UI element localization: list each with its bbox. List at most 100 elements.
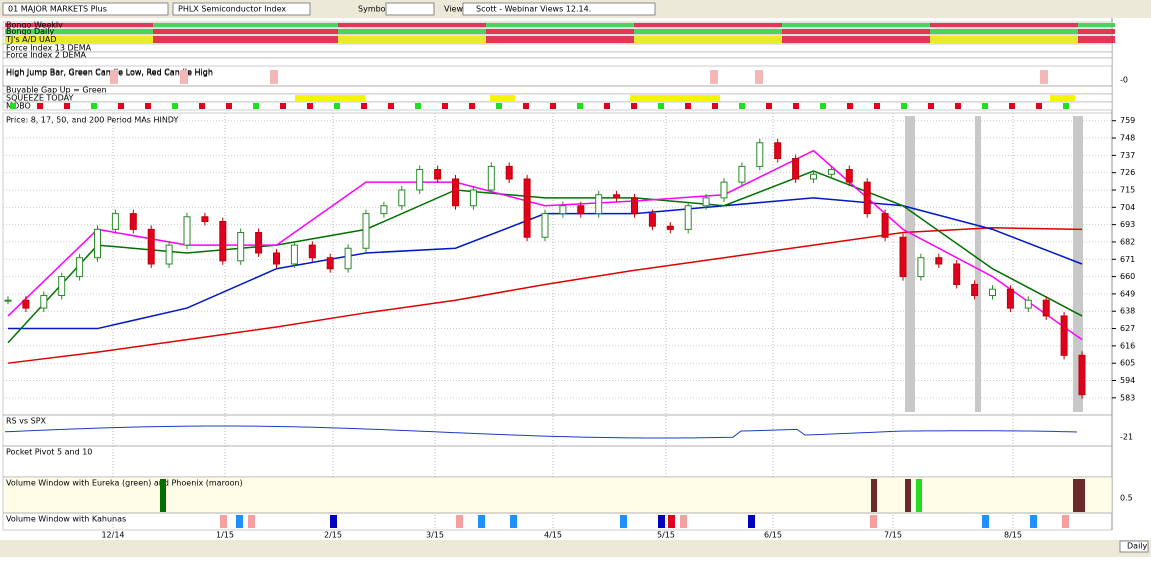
kahuna-bar (668, 515, 675, 528)
candle (845, 169, 853, 183)
strip-segment (893, 23, 930, 27)
strip-segment (708, 29, 745, 34)
mobo-marker (1036, 103, 1042, 109)
strip-segment (1041, 36, 1078, 43)
candle (147, 228, 155, 265)
strip-segment (116, 36, 153, 43)
strip-segment (79, 23, 116, 27)
y-tick-label: 704 (1120, 203, 1135, 212)
strip-segment (856, 29, 893, 34)
strip-segment (967, 23, 1004, 27)
mobo-marker (928, 103, 934, 109)
mobo-marker (955, 103, 961, 109)
mobo-marker (1063, 103, 1069, 109)
strip-segment (5, 36, 42, 43)
strip-label: Bongo Daily (6, 27, 54, 36)
periodicity-box[interactable] (1119, 540, 1149, 553)
candle (863, 181, 871, 215)
strip-segment (634, 29, 671, 34)
candle (344, 247, 352, 270)
high-jump-bar (110, 70, 118, 84)
strip-label: MOBO (6, 102, 31, 111)
kahuna-bar (510, 515, 517, 528)
candle (702, 197, 710, 207)
strip-segment (671, 36, 708, 43)
view[interactable]: Scott - Webinar Views 12.14. (476, 5, 591, 14)
watchlist[interactable]: 01 MAJOR MARKETS Plus (8, 5, 107, 14)
high-jump-bar (710, 70, 718, 84)
strip-segment (1004, 29, 1041, 34)
strip-label: TJ's A/D UAD (5, 35, 57, 44)
strip-segment (79, 29, 116, 34)
strip-label: Force Index 2 DEMA (6, 51, 87, 60)
strip-segment (523, 36, 560, 43)
y-tick-label: 616 (1120, 341, 1135, 350)
candle (290, 244, 298, 265)
strip-segment (560, 23, 597, 27)
strip-segment (560, 29, 597, 34)
strip-segment (634, 23, 671, 27)
kahuna-bar (220, 515, 227, 528)
strip-segment (486, 36, 523, 43)
strip-segment (856, 23, 893, 27)
mobo-marker (118, 103, 124, 109)
strip-segment (190, 36, 227, 43)
strip-segment (153, 36, 190, 43)
strip-panel (2, 51, 1113, 59)
strip-panel (2, 93, 1113, 103)
kahunas-panel (2, 512, 1113, 531)
candle (380, 205, 388, 215)
strip-segment (782, 36, 819, 43)
y-tick-label: 671 (1120, 255, 1135, 264)
candle (684, 205, 692, 230)
view-box[interactable] (462, 2, 656, 16)
symbol-label: Symbol: (358, 5, 391, 14)
mobo-marker (172, 103, 178, 109)
strip-label: High Jump Bar, Green Candle Low, Red Can… (6, 68, 213, 77)
strip-segment (301, 36, 338, 43)
strip-segment (338, 36, 375, 43)
x-tick-label: 12/14 (101, 531, 124, 540)
highlight-band (905, 116, 915, 412)
watchlist-box[interactable] (2, 2, 169, 16)
strip-segment (1078, 29, 1115, 34)
periodicity[interactable]: Daily (1127, 542, 1148, 551)
y-tick-label: 715 (1120, 186, 1135, 195)
mobo-marker (334, 103, 340, 109)
candle (648, 213, 656, 227)
symbol-box[interactable] (172, 2, 311, 16)
candle (326, 257, 334, 270)
kahuna-bar (1062, 515, 1069, 528)
strip-label: Bongo Weekly (6, 21, 63, 30)
strip-panel (2, 85, 1113, 95)
mobo-marker (226, 103, 232, 109)
strip-segment (782, 23, 819, 27)
strip-segment (42, 23, 79, 27)
candle (953, 263, 961, 285)
strip-segment (1004, 36, 1041, 43)
candle (398, 189, 406, 207)
symbol-name[interactable]: PHLX Semiconductor Index (178, 5, 286, 14)
strip-segment (375, 23, 412, 27)
highlight-band (975, 116, 981, 412)
strip-segment (1041, 23, 1078, 27)
strip-segment (930, 23, 967, 27)
pocket-pivot-panel (2, 445, 1113, 478)
strip-segment (1004, 23, 1041, 27)
y-tick-label: 726 (1120, 168, 1135, 177)
y-tick-label: 627 (1120, 324, 1135, 333)
strip-segment (967, 36, 1004, 43)
squeeze-segment (1050, 95, 1075, 101)
volume-panel (2, 476, 1113, 514)
symbol-input[interactable] (385, 2, 435, 16)
strip-segment (745, 36, 782, 43)
mobo-marker (793, 103, 799, 109)
strip-segment (412, 29, 449, 34)
y-tick-label: 693 (1120, 220, 1135, 229)
strip-segment (523, 29, 560, 34)
strip-segment (264, 29, 301, 34)
strip-segment (523, 23, 560, 27)
candle (129, 213, 137, 230)
high-jump-bar (180, 70, 188, 84)
